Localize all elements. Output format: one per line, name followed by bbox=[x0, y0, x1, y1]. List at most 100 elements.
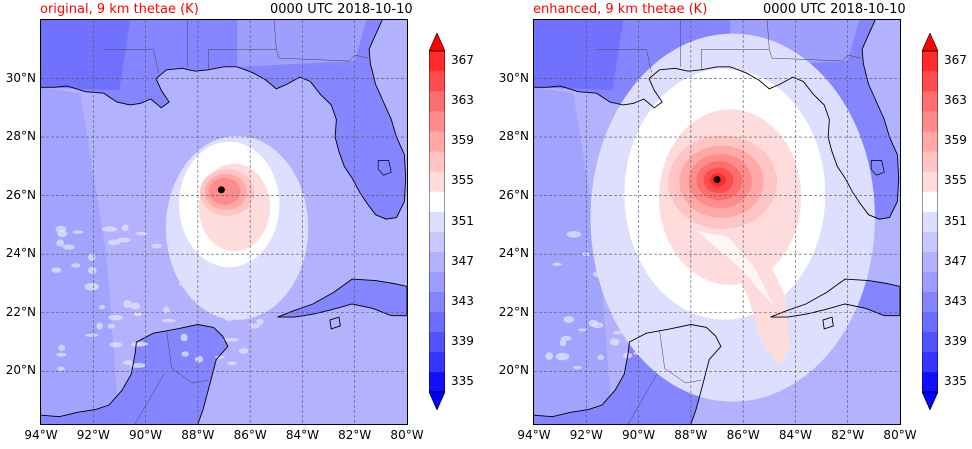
right-map-svg bbox=[534, 20, 900, 424]
cloud-fleck bbox=[109, 342, 123, 348]
colorbar-level bbox=[922, 71, 938, 92]
cloud-fleck bbox=[227, 361, 237, 366]
colorbar-level bbox=[429, 271, 445, 293]
colorbar-level bbox=[922, 371, 938, 393]
us-land-field bbox=[41, 20, 406, 220]
colorbar-extend-low bbox=[921, 391, 939, 411]
west-gulf-field bbox=[534, 87, 613, 424]
cloud-fleck bbox=[56, 352, 67, 357]
cloud-fleck bbox=[88, 266, 97, 274]
colorbar-level bbox=[429, 351, 445, 373]
cloud-fleck bbox=[84, 282, 99, 291]
cloud-fleck bbox=[555, 352, 570, 361]
cloud-fleck bbox=[136, 341, 148, 347]
right-colorbar-svg bbox=[921, 32, 939, 411]
colorbar-level bbox=[429, 231, 445, 252]
cloud-fleck bbox=[55, 225, 67, 233]
cloud-fleck bbox=[71, 263, 81, 268]
colorbar-level bbox=[429, 71, 445, 92]
lat-tick-label: 28°N bbox=[498, 129, 529, 144]
colorbar-level bbox=[429, 111, 445, 132]
lat-tick-label: 20°N bbox=[498, 363, 529, 378]
isla-coastline bbox=[822, 316, 834, 330]
cloud-fleck bbox=[56, 239, 65, 247]
cloud-fleck bbox=[572, 365, 583, 370]
right-colorbar bbox=[921, 32, 939, 411]
cloud-fleck bbox=[248, 323, 260, 329]
colorbar-tick-label: 363 bbox=[451, 93, 474, 108]
left-map-svg bbox=[41, 20, 407, 424]
cloud-fleck bbox=[163, 306, 170, 314]
colorbar-level bbox=[922, 171, 938, 192]
cloud-fleck bbox=[180, 333, 188, 342]
cloud-fleck bbox=[566, 231, 582, 238]
lon-tick-label: 92°W bbox=[569, 428, 603, 442]
colorbar-tick-label: 343 bbox=[451, 293, 474, 308]
cloud-fleck bbox=[597, 354, 605, 361]
lon-tick-label: 86°W bbox=[726, 428, 760, 442]
lat-tick-label: 20°N bbox=[5, 363, 36, 378]
state-border bbox=[153, 49, 159, 73]
cloud-fleck bbox=[121, 224, 129, 231]
lon-tick-label: 82°W bbox=[338, 428, 372, 442]
cloud-fleck bbox=[612, 330, 622, 335]
colorbar-extend-low bbox=[428, 391, 446, 411]
colorbar-tick-label: 339 bbox=[944, 333, 967, 348]
colorbar-tick-label: 359 bbox=[944, 133, 967, 148]
cloud-fleck bbox=[238, 348, 249, 354]
lat-tick-label: 30°N bbox=[5, 70, 36, 85]
yucatan-field bbox=[41, 324, 228, 424]
right-panel-title: enhanced, 9 km thetae (K) bbox=[533, 2, 708, 17]
colorbar-level bbox=[922, 331, 938, 353]
right-map bbox=[533, 19, 901, 425]
yucatan-coastline bbox=[534, 324, 722, 424]
band-353 bbox=[696, 230, 775, 307]
cloud-fleck bbox=[214, 355, 226, 359]
cloud-fleck bbox=[57, 366, 65, 371]
cloud-fleck bbox=[51, 267, 62, 273]
colorbar-tick-label: 347 bbox=[944, 253, 967, 268]
state-border bbox=[659, 330, 702, 384]
colorbar-tick-label: 335 bbox=[944, 373, 967, 388]
colorbar-level bbox=[429, 191, 445, 212]
state-border bbox=[646, 49, 652, 73]
cloud-fleck bbox=[223, 338, 239, 342]
colorbar-level bbox=[922, 231, 938, 252]
colorbar-tick-label: 367 bbox=[944, 53, 967, 68]
lon-tick-label: 82°W bbox=[831, 428, 865, 442]
cloud-fleck bbox=[552, 262, 562, 266]
cuba-coastline bbox=[277, 278, 407, 318]
cloud-fleck bbox=[545, 352, 554, 360]
cloud-fleck bbox=[194, 356, 204, 363]
lon-tick-label: 90°W bbox=[621, 428, 656, 442]
state-border bbox=[701, 20, 770, 70]
lake-okeechobee bbox=[377, 160, 392, 176]
colorbar-level bbox=[429, 171, 445, 192]
lat-tick-label: 24°N bbox=[498, 246, 529, 261]
lon-tick-label: 92°W bbox=[76, 428, 110, 442]
colorbar-level bbox=[429, 331, 445, 353]
lon-tick-label: 94°W bbox=[517, 428, 551, 442]
colorbar-extend-high bbox=[921, 32, 939, 52]
state-border bbox=[769, 49, 861, 62]
state-border bbox=[166, 330, 209, 384]
colorbar-tick-label: 351 bbox=[944, 213, 967, 228]
storm-center-marker bbox=[713, 176, 721, 184]
lake-okeechobee bbox=[870, 160, 885, 176]
colorbar-level bbox=[429, 51, 445, 72]
colorbar-level bbox=[429, 211, 445, 232]
colorbar-tick-label: 343 bbox=[944, 293, 967, 308]
colorbar-level bbox=[429, 131, 445, 152]
state-border bbox=[276, 49, 368, 62]
lon-tick-label: 80°W bbox=[390, 428, 424, 442]
storm-center-marker bbox=[217, 186, 225, 194]
cloud-fleck bbox=[559, 338, 567, 347]
west-gulf-field bbox=[41, 87, 120, 424]
left-map bbox=[40, 19, 408, 425]
lat-tick-label: 28°N bbox=[5, 129, 36, 144]
colorbar-level bbox=[429, 371, 445, 393]
colorbar-level bbox=[922, 191, 938, 212]
colorbar-level bbox=[922, 151, 938, 172]
cloud-fleck bbox=[72, 230, 84, 234]
colorbar-level bbox=[922, 131, 938, 152]
